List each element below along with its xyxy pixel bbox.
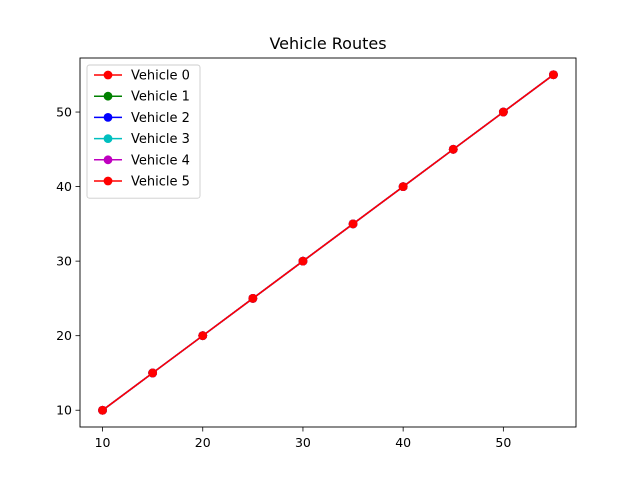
legend-entry-4: Vehicle 4 (94, 153, 190, 168)
chart-title: Vehicle Routes (269, 34, 386, 53)
legend-label-3: Vehicle 3 (131, 132, 190, 147)
series-point-5-2 (198, 331, 208, 341)
y-tick-label-4: 50 (56, 105, 72, 120)
legend-label-4: Vehicle 4 (131, 153, 190, 168)
x-tick-label-1: 20 (195, 435, 211, 450)
y-tick-label-2: 30 (56, 254, 72, 269)
series-point-5-0 (98, 405, 107, 415)
legend-entry-0: Vehicle 0 (94, 69, 190, 84)
legend-entry-2: Vehicle 2 (94, 111, 190, 126)
series-line-5 (102, 74, 554, 411)
y-tick-label-0: 10 (56, 403, 72, 418)
legend-label-5: Vehicle 5 (131, 175, 190, 190)
legend-marker-2 (103, 113, 113, 122)
series-point-5-5 (348, 219, 358, 229)
series-point-5-7 (448, 144, 458, 154)
legend-entry-3: Vehicle 3 (94, 132, 190, 147)
series-5 (98, 70, 558, 415)
plot-frame (79, 57, 577, 428)
legend-marker-0 (103, 70, 113, 80)
legend-marker-4 (103, 155, 113, 165)
series-point-5-9 (549, 70, 558, 80)
series-point-5-3 (248, 294, 258, 303)
legend-frame (86, 64, 201, 199)
series-point-5-4 (298, 256, 308, 266)
legend-marker-1 (103, 91, 113, 101)
legend-label-1: Vehicle 1 (131, 90, 190, 105)
legend-marker-3 (103, 134, 113, 144)
y-tick-label-1: 20 (56, 328, 72, 343)
x-tick-label-4: 50 (495, 435, 511, 450)
legend-entry-1: Vehicle 1 (94, 90, 190, 105)
legend-label-0: Vehicle 0 (131, 69, 190, 84)
legend-marker-5 (103, 176, 113, 186)
legend-entry-5: Vehicle 5 (94, 175, 190, 190)
x-tick-label-3: 40 (395, 435, 411, 450)
legend-label-2: Vehicle 2 (131, 111, 190, 126)
x-axis: 10 20 30 40 50 (95, 427, 511, 450)
y-axis: 10 20 30 40 50 (56, 105, 80, 418)
series-point-5-6 (398, 182, 408, 191)
series-point-5-1 (148, 368, 158, 378)
x-tick-label-0: 10 (95, 435, 111, 450)
series-layer (98, 70, 558, 415)
series-point-5-8 (498, 107, 508, 117)
y-tick-label-3: 40 (56, 179, 72, 194)
legend: Vehicle 0 Vehicle 1 Vehicle 2 Vehicle 3 Vehi… (86, 64, 201, 199)
x-tick-label-2: 30 (295, 435, 311, 450)
